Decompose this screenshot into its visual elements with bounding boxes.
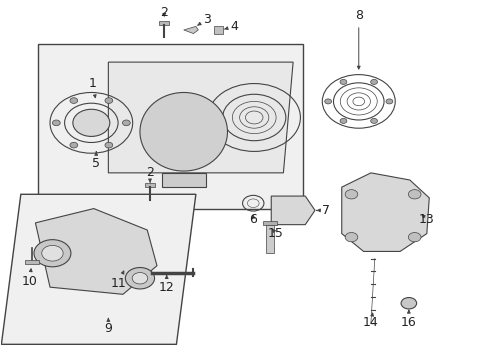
Circle shape xyxy=(122,120,130,126)
Polygon shape xyxy=(183,26,198,33)
Circle shape xyxy=(73,109,110,136)
Text: 8: 8 xyxy=(354,9,362,69)
Polygon shape xyxy=(341,173,428,251)
Polygon shape xyxy=(213,26,222,33)
Circle shape xyxy=(125,267,154,289)
Text: 5: 5 xyxy=(92,152,100,170)
Text: 1: 1 xyxy=(88,77,96,98)
Text: 2: 2 xyxy=(160,6,168,19)
Circle shape xyxy=(407,190,420,199)
Text: 11: 11 xyxy=(110,271,126,290)
Polygon shape xyxy=(1,194,196,344)
Polygon shape xyxy=(271,196,314,225)
Polygon shape xyxy=(266,225,273,253)
Circle shape xyxy=(34,240,71,267)
Polygon shape xyxy=(162,173,205,187)
Text: 3: 3 xyxy=(198,13,211,26)
Text: 2: 2 xyxy=(145,166,153,182)
Circle shape xyxy=(385,99,392,104)
Text: 12: 12 xyxy=(159,275,174,294)
Circle shape xyxy=(52,120,60,126)
Circle shape xyxy=(400,297,416,309)
Ellipse shape xyxy=(140,93,227,171)
Circle shape xyxy=(132,273,147,284)
Text: 9: 9 xyxy=(104,319,112,335)
Polygon shape xyxy=(38,44,302,208)
Circle shape xyxy=(70,98,78,103)
Circle shape xyxy=(407,233,420,242)
Circle shape xyxy=(105,98,113,103)
Text: 10: 10 xyxy=(21,269,38,288)
Polygon shape xyxy=(159,21,169,24)
Circle shape xyxy=(41,246,63,261)
Circle shape xyxy=(105,142,113,148)
Text: 7: 7 xyxy=(316,204,329,217)
Text: 15: 15 xyxy=(267,227,284,240)
Polygon shape xyxy=(35,208,157,294)
Circle shape xyxy=(324,99,331,104)
Text: 14: 14 xyxy=(362,313,378,329)
Polygon shape xyxy=(145,183,155,187)
Polygon shape xyxy=(25,260,39,264)
Circle shape xyxy=(370,118,377,123)
Circle shape xyxy=(345,190,357,199)
Circle shape xyxy=(370,80,377,85)
Text: 6: 6 xyxy=(249,213,257,226)
Text: 16: 16 xyxy=(400,310,416,329)
Circle shape xyxy=(345,233,357,242)
Circle shape xyxy=(70,142,78,148)
Polygon shape xyxy=(108,62,292,173)
Circle shape xyxy=(339,118,346,123)
Text: 4: 4 xyxy=(224,20,237,33)
Text: 13: 13 xyxy=(418,213,434,226)
Circle shape xyxy=(339,80,346,85)
Polygon shape xyxy=(263,221,276,225)
